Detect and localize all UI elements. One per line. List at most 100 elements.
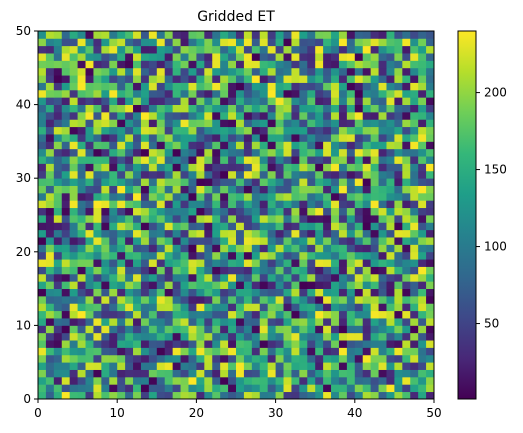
heatmap-cell — [299, 295, 308, 304]
heatmap-cell — [85, 53, 94, 61]
heatmap-cell — [133, 281, 142, 289]
heatmap-cell — [101, 303, 110, 312]
heatmap-cell — [283, 325, 292, 334]
heatmap-cell — [109, 266, 118, 275]
heatmap-cell — [101, 126, 110, 135]
heatmap-cell — [125, 60, 134, 69]
heatmap-cell — [299, 163, 308, 172]
heatmap-cell — [117, 75, 126, 83]
heatmap-cell — [410, 229, 419, 238]
heatmap-cell — [93, 75, 102, 83]
heatmap-cell — [331, 303, 340, 312]
heatmap-cell — [77, 237, 86, 245]
heatmap-cell — [228, 207, 237, 216]
heatmap-cell — [283, 266, 292, 275]
heatmap-cell — [386, 303, 395, 312]
heatmap-cell — [38, 141, 47, 150]
heatmap-cell — [228, 192, 237, 201]
heatmap-cell — [188, 148, 197, 157]
heatmap-cell — [267, 200, 276, 209]
heatmap-cell — [53, 325, 63, 334]
heatmap-cell — [354, 104, 364, 113]
heatmap-cell — [267, 192, 276, 201]
heatmap-cell — [251, 75, 261, 83]
heatmap-cell — [77, 126, 86, 135]
heatmap-cell — [69, 354, 78, 363]
heatmap-cell — [228, 266, 237, 275]
heatmap-cell — [418, 354, 427, 363]
heatmap-cell — [402, 97, 411, 105]
heatmap-cell — [410, 148, 419, 157]
heatmap-cell — [172, 82, 181, 91]
heatmap-cell — [196, 141, 205, 150]
heatmap-cell — [378, 295, 387, 304]
heatmap-cell — [204, 38, 213, 47]
heatmap-cell — [45, 141, 55, 150]
heatmap-cell — [236, 126, 245, 135]
heatmap-cell — [370, 170, 379, 179]
heatmap-cell — [362, 156, 372, 164]
heatmap-cell — [267, 97, 276, 105]
heatmap-cell — [77, 111, 86, 120]
heatmap-cell — [61, 310, 71, 319]
heatmap-cell — [267, 259, 276, 267]
heatmap-cell — [228, 75, 237, 83]
heatmap-cell — [354, 354, 364, 363]
heatmap-cell — [362, 31, 372, 39]
heatmap-cell — [204, 266, 213, 275]
heatmap-cell — [220, 325, 229, 334]
heatmap-cell — [188, 185, 197, 194]
heatmap-cell — [251, 237, 261, 245]
heatmap-cell — [38, 82, 47, 91]
heatmap-cell — [315, 354, 324, 363]
heatmap-cell — [204, 251, 213, 260]
heatmap-cell — [267, 376, 276, 385]
heatmap-cell — [196, 354, 205, 363]
heatmap-cell — [140, 53, 150, 61]
heatmap-cell — [69, 259, 78, 267]
heatmap-cell — [188, 310, 197, 319]
heatmap-cell — [164, 126, 174, 135]
heatmap-cell — [117, 384, 126, 393]
heatmap-cell — [172, 75, 181, 83]
heatmap-cell — [402, 369, 411, 378]
heatmap-cell — [378, 200, 387, 209]
heatmap-cell — [362, 391, 372, 400]
heatmap-cell — [331, 60, 340, 69]
heatmap-cell — [315, 75, 324, 83]
heatmap-cell — [45, 148, 55, 157]
heatmap-cell — [45, 200, 55, 209]
heatmap-cell — [196, 104, 205, 113]
heatmap-cell — [117, 141, 126, 150]
heatmap-cell — [386, 362, 395, 370]
heatmap-cell — [418, 82, 427, 91]
heatmap-cell — [370, 273, 379, 282]
heatmap-cell — [93, 391, 102, 400]
heatmap-cell — [85, 222, 94, 231]
heatmap-cell — [331, 53, 340, 61]
heatmap-cell — [315, 384, 324, 393]
heatmap-cell — [172, 229, 181, 238]
heatmap-cell — [69, 347, 78, 356]
heatmap-cell — [220, 104, 229, 113]
heatmap-cell — [164, 163, 174, 172]
heatmap-cell — [394, 229, 403, 238]
heatmap-cell — [125, 141, 134, 150]
heatmap-cell — [338, 170, 348, 179]
heatmap-cell — [418, 340, 427, 348]
heatmap-cell — [164, 251, 174, 260]
heatmap-cell — [323, 310, 332, 319]
heatmap-cell — [212, 303, 221, 312]
heatmap-cell — [370, 251, 379, 260]
heatmap-cell — [394, 295, 403, 304]
heatmap-cell — [346, 310, 356, 319]
heatmap-cell — [45, 53, 55, 61]
heatmap-cell — [362, 295, 372, 304]
heatmap-cell — [291, 67, 300, 76]
heatmap-cell — [418, 192, 427, 201]
heatmap-cell — [283, 31, 292, 39]
heatmap-cell — [77, 31, 86, 39]
heatmap-cell — [101, 104, 110, 113]
heatmap-cell — [148, 148, 158, 157]
heatmap-cell — [133, 332, 142, 341]
